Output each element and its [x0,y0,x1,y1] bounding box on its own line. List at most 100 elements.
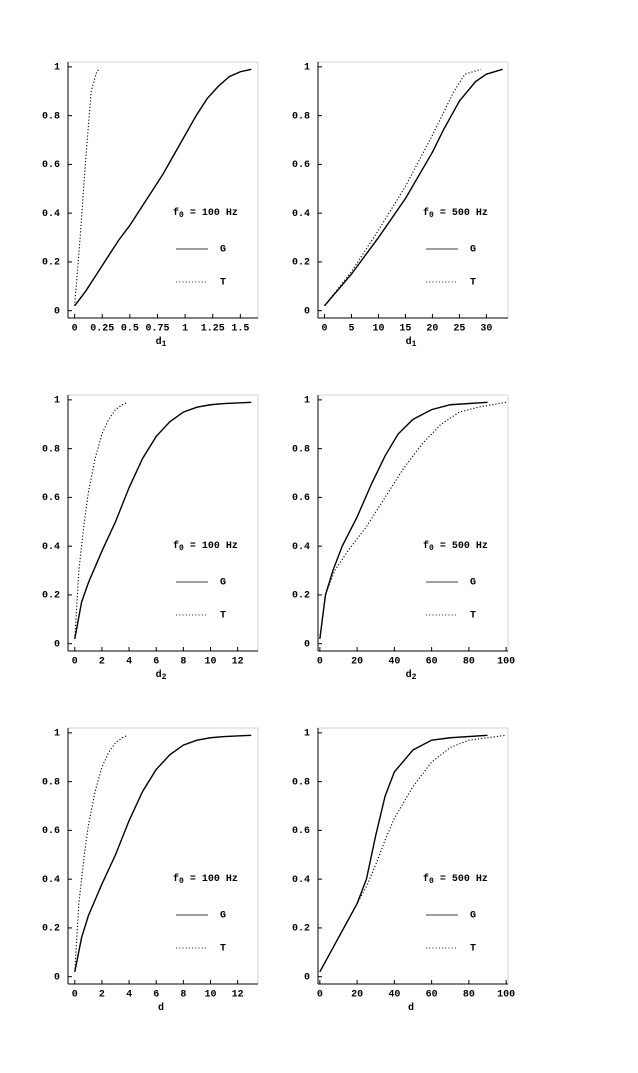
x-axis-label: d2 [156,669,167,682]
annotation-symbol: f [173,873,179,885]
series-line [74,401,252,639]
y-tick-label: 0.6 [42,493,60,504]
x-axis-label: d2 [406,669,417,682]
y-tick-label: 0.6 [42,160,60,171]
x-tick-label: 4 [126,657,132,668]
x-axis-label-subscript: 2 [162,673,167,682]
x-axis-label-subscript: 1 [412,340,417,349]
x-tick-label: 20 [351,657,363,668]
y-tick-label: 0.6 [292,160,310,171]
series-line [74,401,128,639]
x-tick-label: 20 [426,324,438,335]
annotation: f0 = 100 Hz [173,873,238,886]
legend-label: T [220,278,226,289]
legend-label: G [220,245,226,256]
annotation-symbol: f [423,540,429,552]
legend-label: T [470,611,476,622]
x-tick-label: 0 [72,324,78,335]
plot-frame [317,394,509,652]
x-tick-label: 100 [497,990,515,1001]
x-tick-label: 6 [153,657,159,668]
annotation-subscript: 0 [179,211,184,220]
annotation-text: = 500 Hz [440,874,488,885]
y-tick-label: 1 [304,396,310,407]
annotation: f0 = 100 Hz [173,540,238,553]
y-tick-label: 1 [54,396,60,407]
series-line [319,401,488,639]
x-tick-label: 10 [372,324,384,335]
x-tick-label: 12 [232,657,244,668]
legend-label: G [470,245,476,256]
y-tick-label: 0.4 [42,209,60,220]
x-tick-label: 40 [388,990,400,1001]
y-tick-label: 0.2 [42,258,60,269]
y-tick-label: 0 [304,639,310,650]
x-tick-label: 1.5 [231,324,249,335]
x-tick-label: 0 [317,657,323,668]
y-tick-label: 0.6 [292,493,310,504]
y-tick-label: 0.6 [42,826,60,837]
x-axis-label-main: d [156,336,162,348]
y-tick-label: 1 [304,729,310,740]
x-tick-label: 1.25 [201,324,225,335]
legend-label: G [220,578,226,589]
legend-label: T [470,944,476,955]
y-tick-label: 0.4 [42,875,60,886]
x-axis-label: d [158,1002,164,1014]
x-tick-label: 80 [463,990,475,1001]
legend-label: T [220,944,226,955]
y-tick-label: 0.8 [42,444,60,455]
x-tick-label: 10 [204,657,216,668]
y-tick-label: 0.6 [292,826,310,837]
x-tick-label: 6 [153,990,159,1001]
annotation-subscript: 0 [429,544,434,553]
x-tick-label: 2 [99,990,105,1001]
annotation: f0 = 500 Hz [423,207,488,220]
annotation-symbol: f [173,207,179,219]
annotation-subscript: 0 [179,877,184,886]
x-axis-label-main: d [156,669,162,681]
legend-label: G [470,578,476,589]
x-axis-label: d1 [406,336,417,349]
x-tick-label: 2 [99,657,105,668]
annotation-text: = 100 Hz [190,541,238,552]
x-tick-label: 4 [126,990,132,1001]
y-tick-label: 0.2 [292,591,310,602]
series-line [319,734,507,973]
series-line [74,734,128,972]
legend-label: T [220,611,226,622]
y-tick-label: 0.2 [42,924,60,935]
annotation-symbol: f [423,873,429,885]
x-axis-label-main: d [406,669,412,681]
annotation: f0 = 100 Hz [173,207,238,220]
y-tick-label: 0 [54,306,60,317]
x-axis-label-subscript: 1 [162,340,167,349]
legend-label: G [470,911,476,922]
y-tick-label: 0 [54,972,60,983]
annotation-text: = 500 Hz [440,208,488,219]
annotation: f0 = 500 Hz [423,540,488,553]
x-axis-label-subscript: 2 [412,673,417,682]
series-line [324,68,482,307]
x-tick-label: 60 [426,657,438,668]
legend-label: G [220,911,226,922]
x-tick-label: 20 [351,990,363,1001]
x-axis-label-main: d [406,336,412,348]
series-line [74,734,252,972]
y-tick-label: 0.4 [292,875,310,886]
x-tick-label: 12 [232,990,244,1001]
y-tick-label: 0.2 [292,924,310,935]
annotation: f0 = 500 Hz [423,873,488,886]
x-tick-label: 5 [348,324,354,335]
series-line [323,68,503,307]
plot-frame [67,394,259,652]
x-tick-label: 0 [72,990,78,1001]
series-line [74,68,100,306]
x-tick-label: 0 [317,990,323,1001]
annotation-text: = 100 Hz [190,874,238,885]
x-tick-label: 10 [204,990,216,1001]
